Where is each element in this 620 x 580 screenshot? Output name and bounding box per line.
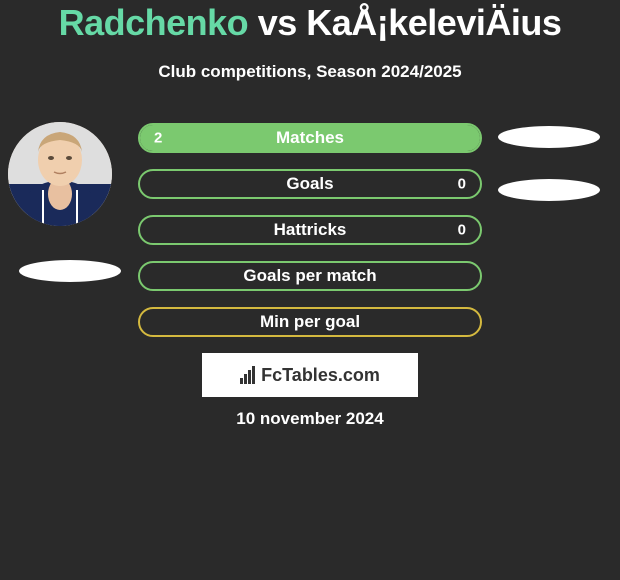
stat-left-value: 2 xyxy=(154,130,162,147)
player2-shadow-1 xyxy=(498,126,600,148)
branding-text: FcTables.com xyxy=(261,365,380,386)
stat-right-value: 0 xyxy=(458,222,466,239)
date-text: 10 november 2024 xyxy=(0,409,620,429)
player2-name: KaÅ¡keleviÄius xyxy=(306,2,561,43)
stat-label: Hattricks xyxy=(274,220,347,240)
stat-label: Matches xyxy=(276,128,344,148)
stat-row-goals: Goals 0 xyxy=(138,169,482,199)
player1-name: Radchenko xyxy=(59,2,249,43)
stat-row-goals-per-match: Goals per match xyxy=(138,261,482,291)
stat-right-value: 0 xyxy=(458,176,466,193)
chart-icon xyxy=(240,366,255,384)
subtitle: Club competitions, Season 2024/2025 xyxy=(0,62,620,82)
stat-label: Goals xyxy=(286,174,333,194)
vs-text: vs xyxy=(258,2,297,43)
page-title: Radchenko vs KaÅ¡keleviÄius xyxy=(0,2,620,44)
stat-row-matches: 2 Matches xyxy=(138,123,482,153)
branding-badge: FcTables.com xyxy=(202,353,418,397)
stats-container: 2 Matches Goals 0 Hattricks 0 Goals per … xyxy=(138,123,482,353)
player2-shadow-2 xyxy=(498,179,600,201)
stat-row-hattricks: Hattricks 0 xyxy=(138,215,482,245)
stat-label: Min per goal xyxy=(260,312,360,332)
stat-row-min-per-goal: Min per goal xyxy=(138,307,482,337)
player1-avatar xyxy=(8,122,112,226)
player1-shadow xyxy=(19,260,121,282)
stat-label: Goals per match xyxy=(243,266,376,286)
